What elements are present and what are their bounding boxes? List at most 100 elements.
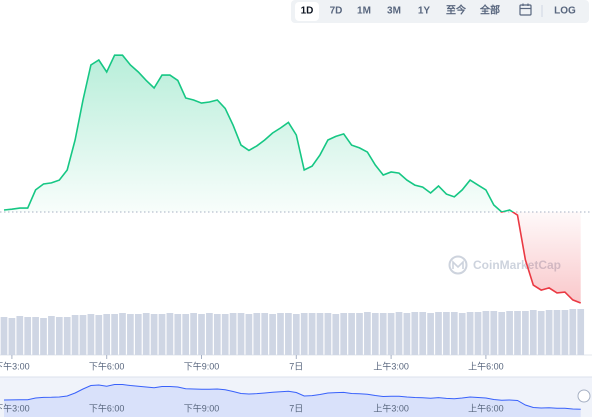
volume-bar	[419, 312, 427, 355]
volume-bar	[190, 313, 197, 355]
x-tick-label: 下午6:00	[89, 360, 125, 371]
volume-bar	[269, 314, 276, 355]
volume-bar	[466, 312, 474, 355]
volume-bar	[292, 314, 300, 355]
navigator-label: 下午3:00	[0, 402, 30, 413]
volume-bar	[364, 312, 371, 355]
volume-bar	[482, 311, 490, 355]
range-button[interactable]: 7D	[330, 6, 343, 17]
volume-bar	[474, 312, 482, 355]
volume-bar	[348, 313, 355, 355]
volume-bar	[0, 317, 8, 355]
range-button[interactable]: 1D	[301, 6, 314, 17]
volume-bar	[16, 316, 24, 355]
navigator-handle[interactable]	[577, 389, 591, 403]
volume-bar	[142, 313, 150, 355]
volume-bar	[458, 313, 466, 355]
navigator-label: 下午6:00	[89, 402, 125, 413]
volume-bar	[443, 312, 450, 355]
volume-bar	[182, 314, 190, 355]
log-button[interactable]: LOG	[554, 6, 576, 17]
x-tick-label: 下午3:00	[0, 360, 30, 371]
volume-bar	[127, 314, 134, 355]
x-tick-label: 上午3:00	[373, 360, 409, 371]
volume-bar	[87, 314, 95, 355]
volume-bar	[237, 313, 245, 355]
range-button[interactable]: 至今	[446, 4, 467, 17]
volume-bar	[356, 313, 363, 355]
volume-bar	[340, 313, 348, 355]
x-tick-label: 下午9:00	[184, 360, 220, 371]
toolbar: 1D 7D 1M 3M 1Y 至今 全部 LOG	[291, 0, 589, 23]
navigator-label: 上午3:00	[373, 402, 409, 413]
x-tick-label: 7日	[289, 361, 303, 371]
price-line	[3, 54, 581, 304]
volume-bar	[324, 313, 332, 355]
volume-bar	[537, 311, 545, 355]
volume-bar	[577, 309, 585, 355]
volume-bar	[300, 313, 308, 355]
volume-bar	[427, 313, 434, 355]
volume-bar	[229, 313, 237, 355]
navigator-line	[3, 384, 581, 410]
volume-bar	[95, 315, 103, 355]
volume-bar	[119, 313, 126, 355]
volume-bar	[514, 311, 521, 355]
calendar-icon[interactable]	[519, 3, 532, 16]
volume-bar	[213, 314, 221, 355]
volume-bar	[490, 311, 498, 355]
volume-bar	[506, 311, 513, 355]
volume-bar	[166, 313, 174, 355]
range-button[interactable]: 3M	[387, 6, 401, 17]
volume-bar	[450, 312, 458, 355]
x-tick-label: 上午6:00	[468, 360, 504, 371]
volume-bar	[403, 313, 411, 355]
volume-bar	[498, 312, 506, 355]
volume-bar	[55, 317, 63, 355]
navigator-label: 上午6:00	[468, 402, 504, 413]
volume-bar	[411, 312, 419, 355]
volume-bar	[435, 312, 442, 355]
volume-bar	[32, 317, 39, 355]
volume-bar	[174, 314, 182, 355]
toolbar-bg	[291, 0, 589, 23]
volume-bar	[285, 313, 292, 355]
active-button-bg	[295, 2, 319, 21]
volume-bar	[221, 314, 229, 355]
navigator-bg	[0, 377, 592, 417]
volume-bar	[553, 310, 561, 355]
volume-bar	[529, 310, 537, 355]
volume-bar	[71, 315, 79, 355]
volume-bar	[308, 313, 316, 355]
volume-bar	[111, 314, 118, 355]
volume-bar	[134, 314, 142, 355]
volume-bar	[79, 315, 87, 355]
navigator-area	[4, 384, 581, 417]
volume-bar	[48, 316, 55, 355]
volume-bar	[522, 311, 529, 355]
volume-bar	[198, 314, 205, 355]
volume-bar	[379, 313, 387, 355]
volume-bar	[387, 313, 395, 355]
navigator-label: 下午9:00	[184, 402, 220, 413]
volume-bar	[561, 310, 569, 355]
volume-bar	[158, 314, 166, 355]
volume-bar	[316, 313, 324, 355]
volume-bar	[395, 312, 403, 355]
volume-bar	[206, 313, 213, 355]
navigator-label: 7日	[289, 403, 303, 413]
range-button[interactable]: 1M	[357, 6, 371, 17]
volume-bar	[150, 314, 158, 355]
volume-bar	[261, 313, 269, 355]
volume-bar	[545, 310, 553, 355]
volume-bar	[24, 317, 32, 355]
volume-bar	[277, 313, 284, 355]
volume-bar	[253, 313, 261, 355]
volume-bar	[371, 313, 379, 355]
range-button[interactable]: 1Y	[418, 6, 431, 17]
range-button[interactable]: 全部	[479, 4, 500, 17]
volume-bar	[40, 318, 47, 355]
volume-bar	[8, 318, 16, 355]
volume-bar	[63, 317, 71, 355]
